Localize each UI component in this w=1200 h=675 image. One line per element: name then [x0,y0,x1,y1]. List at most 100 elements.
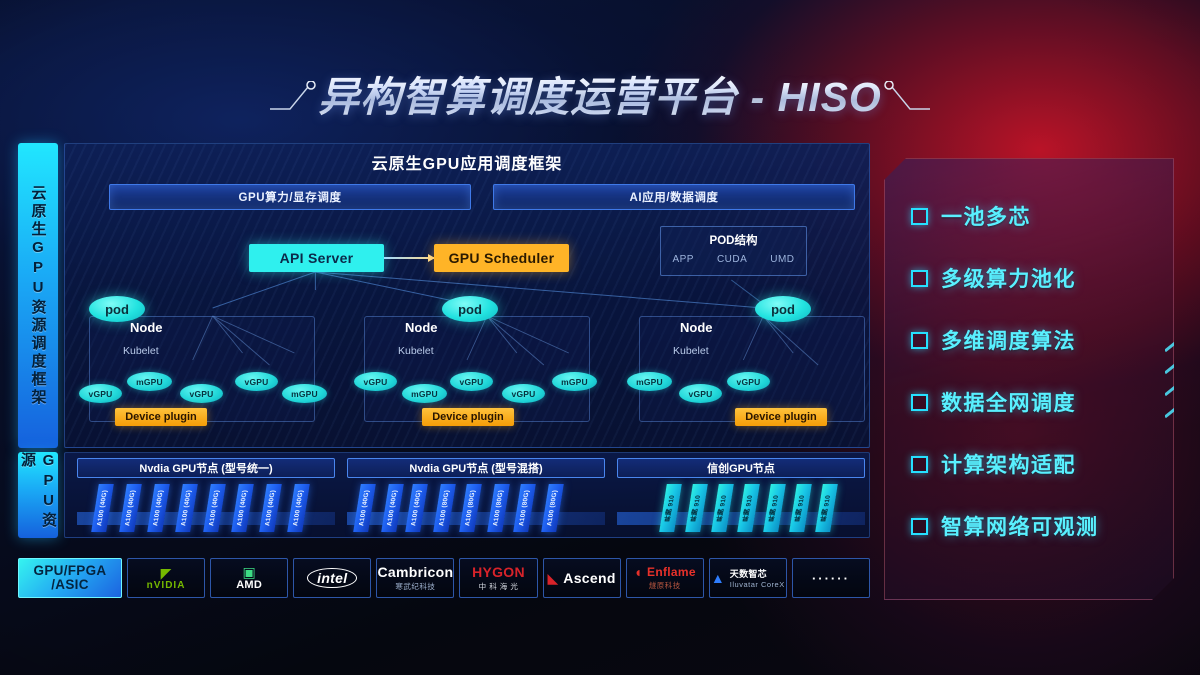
gpu-node-group: Nvdia GPU节点 (型号混搭) A100 (40G) A100 (40G)… [347,458,605,534]
gpu-node-group: 信创GPU节点 昇腾 910 昇腾 910 昇腾 910 昇腾 910 昇腾 9… [617,458,865,534]
feature-item-1[interactable]: 多级算力池化 [911,247,1173,309]
gpu-card-label: A100 (40G) [292,490,305,526]
vendor-logo-iluvatar[interactable]: ▲ 天数智芯 Iluvatar CoreX [708,558,787,598]
ascend-a-icon: ◣ [547,570,559,586]
sidebar-label-gpu-resource: GPU资源 [18,452,58,538]
vendor-logo-cambricon[interactable]: Cambricon 寒武纪科技 [376,558,455,598]
title-left-decoration [270,81,316,110]
feature-label: 计算架构适配 [941,454,1076,477]
vgpu-chip[interactable]: vGPU [79,384,122,403]
checkbox-icon [911,332,928,349]
mgpu-chip[interactable]: mGPU [552,372,597,391]
panel-edge-decoration [1165,335,1187,431]
device-plugin-badge[interactable]: Device plugin [115,408,207,426]
gpu-card-label: A100 (80G) [546,490,559,526]
vendor-category-line1: GPU/FPGA [33,563,107,578]
gpu-card-label: 昇腾 910 [820,494,832,522]
vendor-name: nVIDIA [146,579,186,591]
vendor-logo-amd[interactable]: ▣ AMD [210,558,289,598]
feature-item-3[interactable]: 数据全网调度 [911,371,1173,433]
vgpu-chip[interactable]: vGPU [450,372,493,391]
vendor-subname: 中 科 海 光 [478,582,519,591]
vgpu-chip[interactable]: vGPU [235,372,278,391]
framework-header: 云原生GPU应用调度框架 [371,156,563,173]
vendor-chip-category: GPU/FPGA /ASIC [18,558,122,598]
device-plugin-badge[interactable]: Device plugin [422,408,514,426]
gpu-scheduler-node[interactable]: GPU Scheduler [434,244,569,272]
gpu-resource-panel: Nvdia GPU节点 (型号统一) A100 (40G) A100 (40G)… [64,452,870,538]
vendor-name: intel [307,568,358,588]
feature-label: 智算网络可观测 [941,516,1099,539]
gpu-card-label: A100 (80G) [438,490,451,526]
gpu-card-label: A100 (40G) [208,490,221,526]
pod-badge[interactable]: pod [442,296,498,322]
sidebar-label-scheduling-framework: 云原生GPU资源调度框架 [18,143,58,448]
vendor-logo-ascend[interactable]: ◣ Ascend [542,558,621,598]
gpu-card-label: A100 (80G) [464,490,477,526]
api-to-scheduler-arrow [384,254,435,262]
gpu-card-label: 昇腾 910 [742,494,754,522]
gpu-card-label: 昇腾 910 [690,494,702,522]
vgpu-chip[interactable]: vGPU [679,384,722,403]
vendor-logo-intel[interactable]: intel [293,558,372,598]
gpu-group-title: Nvdia GPU节点 (型号混搭) [347,458,605,478]
nvidia-eye-icon: ◤ [160,564,172,581]
gpu-card-label: A100 (40G) [180,490,193,526]
subbar-gpu-compute[interactable]: GPU算力/显存调度 [109,184,471,210]
vgpu-chip[interactable]: vGPU [502,384,545,403]
mgpu-chip[interactable]: mGPU [402,384,447,403]
mgpu-chip[interactable]: mGPU [282,384,327,403]
node-label: Node [405,320,438,335]
feature-item-2[interactable]: 多维调度算法 [911,309,1173,371]
feature-label: 多维调度算法 [941,330,1076,353]
iluvatar-mountain-icon: ▲ [710,570,725,586]
api-server-node[interactable]: API Server [249,244,384,272]
kubelet-label: Kubelet [673,345,709,357]
vendor-category-line2: /ASIC [51,577,89,592]
gpu-card-rack: A100 (40G) A100 (40G) A100 (40G) A100 (8… [347,484,605,532]
gpu-node-group: Nvdia GPU节点 (型号统一) A100 (40G) A100 (40G)… [77,458,335,534]
vendor-name: Cambricon [377,564,454,580]
mgpu-chip[interactable]: mGPU [627,372,672,391]
feature-label: 一池多芯 [941,206,1031,229]
node-boundary [364,316,590,422]
subbar-ai-data[interactable]: AI应用/数据调度 [493,184,855,210]
gpu-card-label: A100 (40G) [124,490,137,526]
kubelet-label: Kubelet [123,345,159,357]
device-plugin-badge[interactable]: Device plugin [735,408,827,426]
pod-badge[interactable]: pod [89,296,145,322]
vgpu-chip[interactable]: vGPU [354,372,397,391]
pod-layer-app: APP [672,254,694,265]
node-cluster: pod Node Kubelet vGPU mGPU vGPU vGPU mGP… [350,296,603,426]
node-boundary [89,316,315,422]
feature-item-4[interactable]: 计算架构适配 [911,433,1173,495]
amd-arrow-icon: ▣ [242,564,256,580]
gpu-group-title: 信创GPU节点 [617,458,865,478]
pod-structure-card: POD结构 APP CUDA UMD [660,226,807,276]
page-title: 异构智算调度运营平台 - HISO [318,63,882,123]
vendor-logo-hygon[interactable]: HYGON 中 科 海 光 [459,558,538,598]
vgpu-chip[interactable]: vGPU [727,372,770,391]
vendor-logo-more[interactable]: ······ [791,558,870,598]
vendor-logo-row: GPU/FPGA /ASIC ◤ nVIDIA ▣ AMD intel Camb… [18,558,870,598]
vendor-subname: Iluvatar CoreX [729,580,785,589]
feature-label: 数据全网调度 [941,392,1076,415]
pod-badge[interactable]: pod [755,296,811,322]
gpu-card-rack: 昇腾 910 昇腾 910 昇腾 910 昇腾 910 昇腾 910 昇腾 91… [617,484,865,532]
vendor-name: Enflame [647,565,696,579]
mgpu-chip[interactable]: mGPU [127,372,172,391]
gpu-card-rack: A100 (40G) A100 (40G) A100 (40G) A100 (4… [77,484,335,532]
gpu-card-label: 昇腾 910 [716,494,728,522]
feature-item-5[interactable]: 智算网络可观测 [911,495,1173,557]
cloud-native-framework-panel: 云原生GPU应用调度框架 GPU算力/显存调度 AI应用/数据调度 [64,143,870,448]
gpu-card-label: 昇腾 910 [794,494,806,522]
vendor-logo-enflame[interactable]: ◖ Enflame 燧原科技 [625,558,704,598]
checkbox-icon [911,518,928,535]
feature-item-0[interactable]: 一池多芯 [911,185,1173,247]
vgpu-chip[interactable]: vGPU [180,384,223,403]
kubelet-label: Kubelet [398,345,434,357]
gpu-card-label: 昇腾 910 [664,494,676,522]
vendor-logo-nvidia[interactable]: ◤ nVIDIA [127,558,206,598]
pod-layer-cuda: CUDA [716,254,748,265]
